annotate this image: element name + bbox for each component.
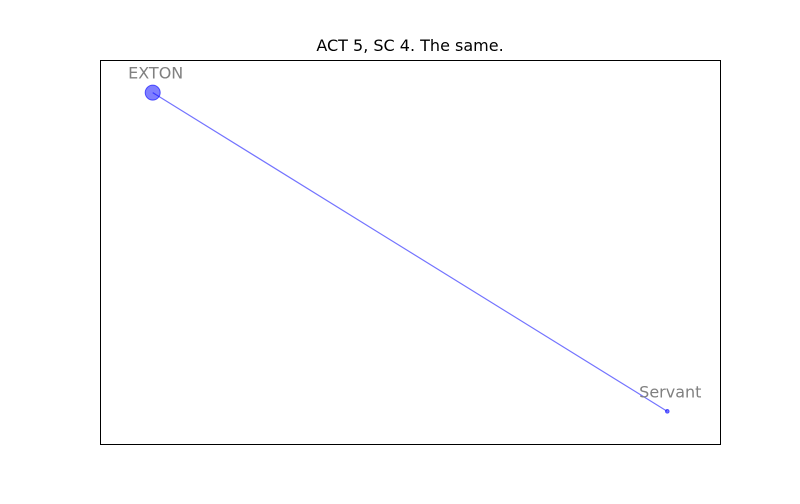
edges-layer xyxy=(152,92,668,412)
chart-title: ACT 5, SC 4. The same. xyxy=(316,36,503,55)
labels-layer: EXTON Servant xyxy=(128,64,701,402)
node-servant xyxy=(665,409,670,414)
nodes-layer xyxy=(144,84,670,414)
node-label-servant: Servant xyxy=(639,382,701,401)
node-label-exton: EXTON xyxy=(128,64,183,83)
edge-exton-servant xyxy=(152,92,668,412)
node-exton xyxy=(144,84,161,101)
plot-area-frame xyxy=(100,60,721,445)
